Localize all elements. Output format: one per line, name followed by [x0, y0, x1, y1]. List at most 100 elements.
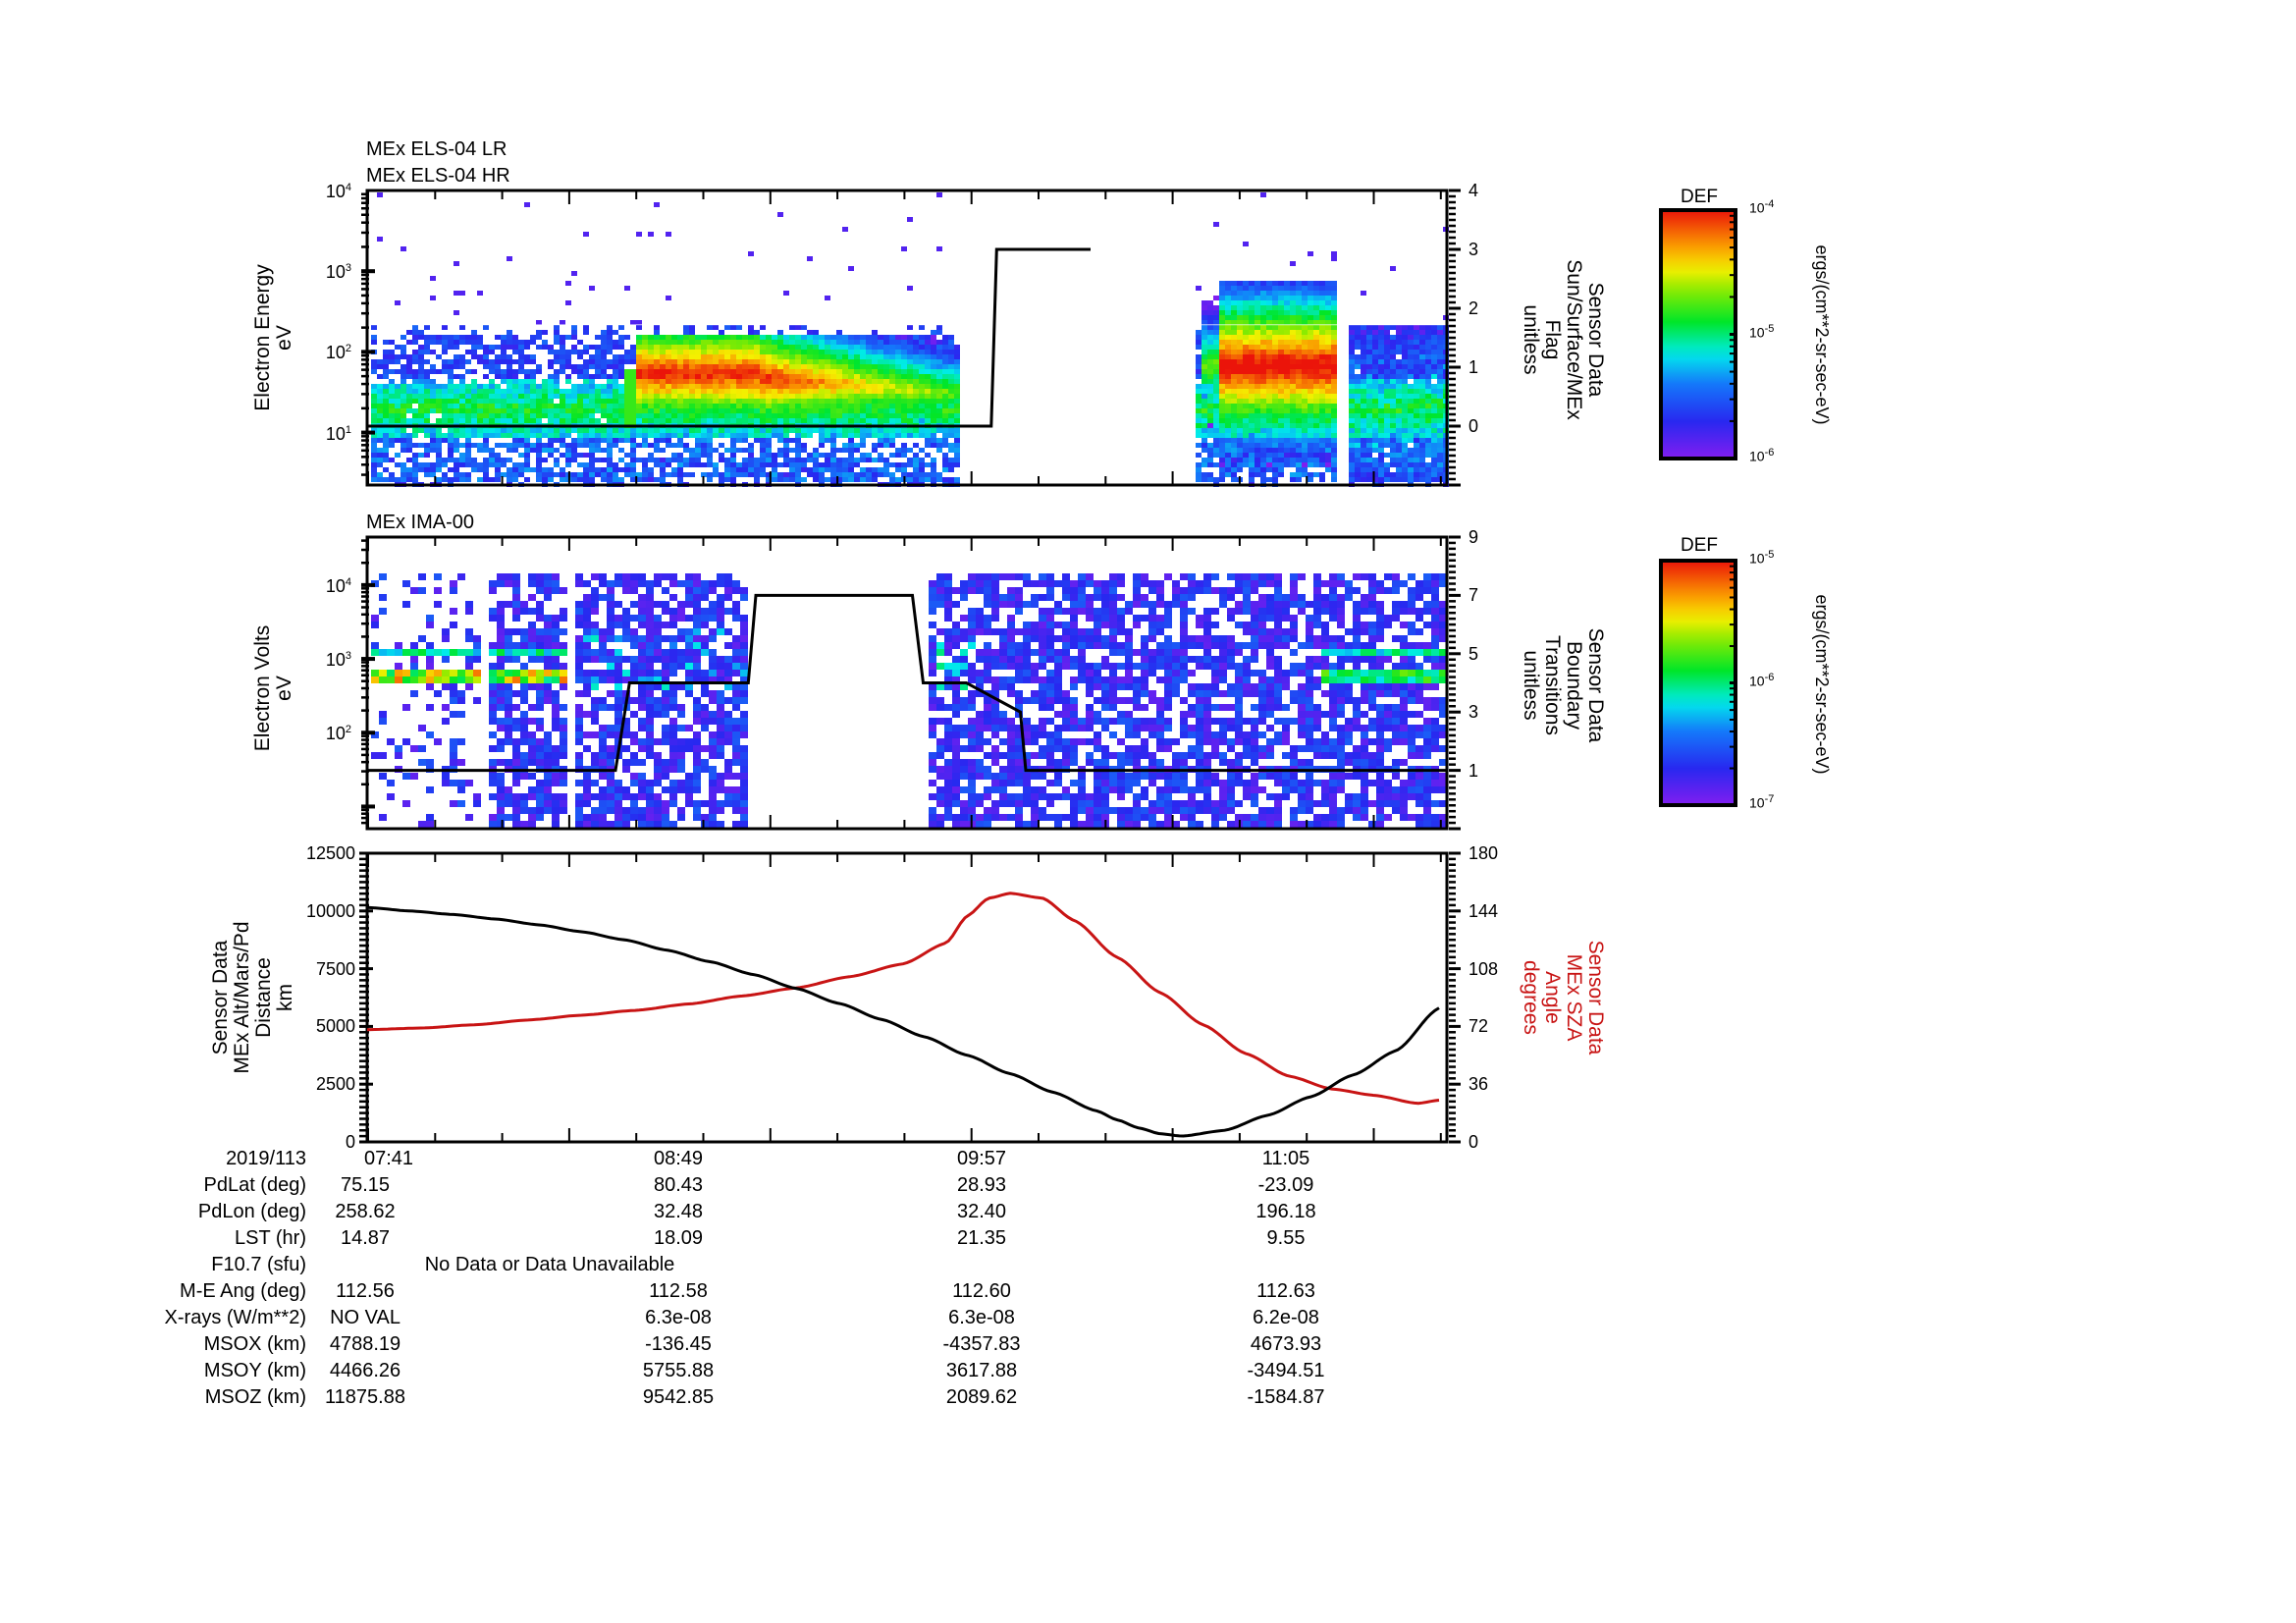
- y-tick-label: 104: [325, 575, 351, 596]
- panel1-flag-line: [367, 247, 1091, 428]
- colorbar-tick-label: 10-6: [1749, 671, 1775, 689]
- table-cell: 112.58: [649, 1280, 708, 1302]
- y2-tick-label: 3: [1468, 702, 1479, 723]
- table-cell: 32.40: [956, 1201, 1007, 1222]
- table-cell: -136.45: [645, 1333, 712, 1355]
- colorbar1-unit-label: ergs/(cm**2-sr-sec-eV): [1812, 244, 1832, 425]
- p1-y2label-line-3: Flag: [1541, 319, 1564, 360]
- table-row-label: F10.7 (sfu): [211, 1254, 306, 1275]
- p3-y2label-line-3: Angle: [1541, 971, 1564, 1024]
- y2-tick-label: 36: [1468, 1074, 1489, 1095]
- panel1-ylabel-line1: Electron Energy: [251, 264, 274, 411]
- y2-tick-label: 1: [1468, 760, 1479, 781]
- panel1-spectrogram: [368, 192, 1449, 487]
- colorbar-tick-label: 10-7: [1749, 793, 1775, 811]
- table-cell: 4466.26: [329, 1360, 401, 1381]
- table-cell: 14.87: [340, 1227, 391, 1249]
- p3-ylabel-line-2: MEx Alt/Mars/Pd: [231, 921, 253, 1074]
- table-cell: 18.09: [653, 1227, 704, 1249]
- table-cell: 80.43: [653, 1174, 704, 1196]
- table-cell: -4357.83: [942, 1333, 1021, 1355]
- y-tick-label: 103: [325, 650, 351, 671]
- y2-tick-label: 180: [1468, 843, 1499, 863]
- table-cell: 6.3e-08: [645, 1307, 712, 1328]
- y2-tick-label: 108: [1468, 958, 1499, 979]
- p1-y2label-line-2: Sun/Surface/MEx: [1563, 259, 1585, 420]
- table-cell: -23.09: [1257, 1174, 1314, 1196]
- p1-y2label-line-4: unitless: [1520, 304, 1542, 375]
- table-cell: -3494.51: [1247, 1360, 1325, 1381]
- panel2-frame: [365, 535, 1449, 831]
- colorbar2-unit-label: ergs/(cm**2-sr-sec-eV): [1812, 594, 1832, 775]
- p3-y2label-line-4: degrees: [1520, 960, 1542, 1035]
- y-tick-label: 7500: [315, 958, 355, 979]
- table-row-label: MSOZ (km): [204, 1386, 306, 1408]
- y-tick-label: 102: [325, 724, 351, 744]
- p2-y2label-line-2: Boundary: [1563, 641, 1585, 730]
- y2-tick-label: 3: [1468, 240, 1479, 259]
- table-row-label: MSOX (km): [203, 1333, 306, 1355]
- table-cell: 75.15: [340, 1174, 391, 1196]
- table-time-label: 08:49: [653, 1148, 704, 1169]
- y-tick-label: 10000: [305, 900, 355, 921]
- y2-tick-label: 4: [1468, 181, 1479, 200]
- y-tick-label: 2500: [315, 1074, 355, 1095]
- table-cell: 6.3e-08: [948, 1307, 1015, 1328]
- table-cell: NO VAL: [330, 1307, 400, 1328]
- table-date-label: 2019/113: [226, 1148, 306, 1169]
- altitude-curve: [366, 905, 1440, 1138]
- table-time-label: 07:41: [364, 1148, 414, 1169]
- table-cell: 21.35: [956, 1227, 1007, 1249]
- colorbar-tick-label: 10-4: [1749, 198, 1775, 216]
- colorbar-tick-label: 10-6: [1749, 447, 1775, 464]
- table-time-label: 11:05: [1261, 1148, 1310, 1169]
- y-tick-label: 5000: [315, 1016, 355, 1037]
- table-cell: 112.56: [336, 1280, 395, 1302]
- panel3-frame: [365, 851, 1449, 1144]
- table-cell: 9.55: [1266, 1227, 1306, 1249]
- colorbar-tick-label: 10-5: [1749, 322, 1775, 341]
- table-cell: 4788.19: [329, 1333, 401, 1355]
- table-row-label: MSOY (km): [203, 1360, 306, 1381]
- table-time-label: 09:57: [956, 1148, 1007, 1169]
- p3-y2label-line-2: MEx SZA: [1563, 953, 1585, 1042]
- p3-ylabel-line-1: Sensor Data: [209, 940, 232, 1055]
- table-cell: 3617.88: [945, 1360, 1018, 1381]
- p2-y2label-line-4: unitless: [1520, 650, 1542, 721]
- y-tick-label: 12500: [305, 843, 355, 863]
- panel3-y2label: Sensor Data MEx SZA Angle degrees: [1516, 909, 1607, 1086]
- table-cell: -1584.87: [1247, 1386, 1325, 1408]
- panel2-y2label: Sensor Data Boundary Transitions unitless: [1516, 587, 1607, 784]
- y-tick-label: 102: [325, 343, 351, 363]
- y2-tick-label: 2: [1468, 298, 1479, 318]
- colorbar2: [1659, 559, 1737, 807]
- p2-y2label-line-1: Sensor Data: [1584, 627, 1607, 743]
- table-cell: 4673.93: [1250, 1333, 1322, 1355]
- table-row-label: X-rays (W/m**2): [164, 1307, 306, 1328]
- y2-tick-label: 7: [1468, 585, 1479, 606]
- y2-tick-label: 9: [1468, 527, 1479, 547]
- table-cell: 11875.88: [325, 1386, 405, 1408]
- colorbar1-title: DEF: [1681, 187, 1718, 207]
- y2-tick-label: 144: [1468, 900, 1499, 921]
- y2-tick-label: 0: [1468, 1132, 1479, 1152]
- p2-y2label-line-3: Transitions: [1541, 635, 1564, 735]
- table-cell: 112.63: [1256, 1280, 1315, 1302]
- p3-ylabel-line-3: Distance: [252, 957, 275, 1038]
- panel1-frame: [365, 189, 1449, 487]
- table-cell: 196.18: [1255, 1201, 1316, 1222]
- table-row-label: M-E Ang (deg): [180, 1280, 306, 1302]
- table-cell: 5755.88: [642, 1360, 715, 1381]
- table-cell: 28.93: [956, 1174, 1007, 1196]
- table-cell: 2089.62: [945, 1386, 1018, 1408]
- table-row-note: No Data or Data Unavailable: [424, 1254, 675, 1275]
- panel1-title-hr: MEx ELS-04 HR: [366, 165, 510, 187]
- table-cell: 32.48: [653, 1201, 704, 1222]
- y-tick-label: 101: [325, 423, 351, 444]
- sza-curve: [366, 892, 1440, 1106]
- table-row-label: PdLon (deg): [197, 1201, 306, 1222]
- panel1-ylabel: Electron Energy eV: [251, 240, 297, 436]
- y2-tick-label: 0: [1468, 416, 1479, 436]
- table-cell: 258.62: [335, 1201, 396, 1222]
